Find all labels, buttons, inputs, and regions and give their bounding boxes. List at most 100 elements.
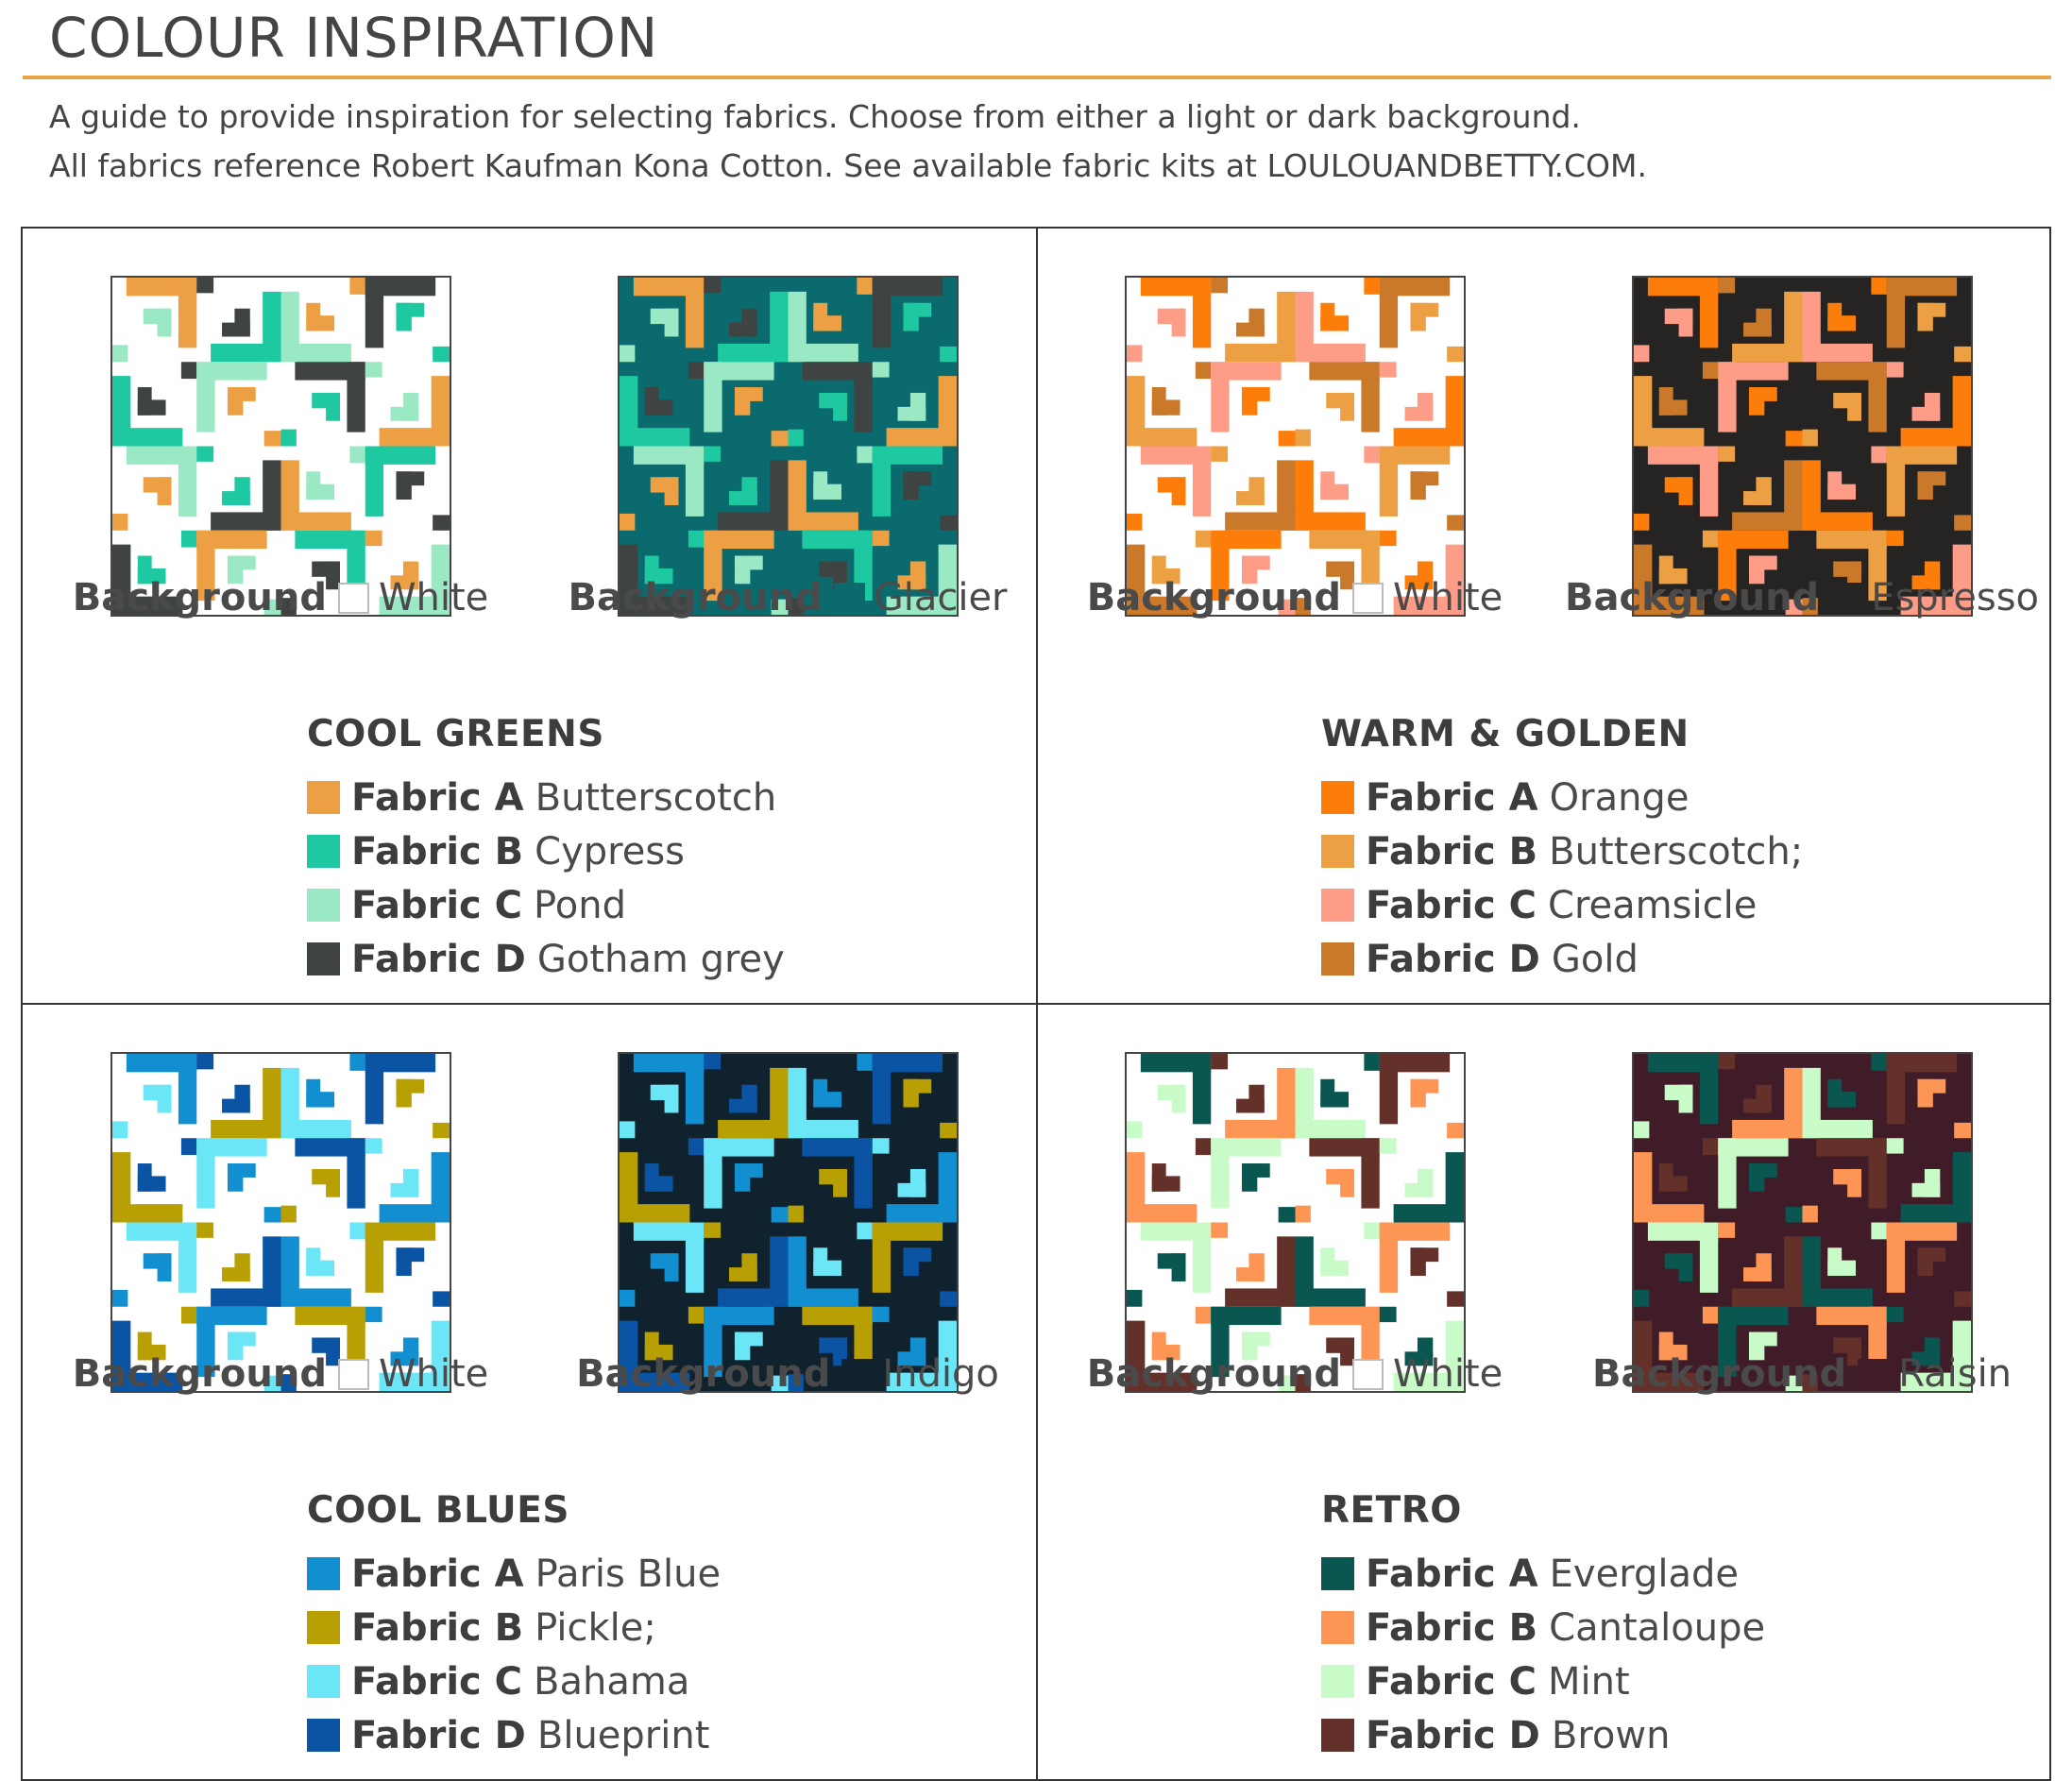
quilt-patch [178, 278, 197, 348]
palette-title: RETRO [1321, 1489, 1462, 1532]
quilt-patch [1225, 1288, 1296, 1307]
quilt-patch [1702, 362, 1719, 380]
quilt-patch [1785, 599, 1803, 615]
quilt-patch [704, 530, 774, 550]
quilt-patch [1236, 322, 1265, 337]
quilt-patch [1379, 1306, 1397, 1323]
fabric-name: Pond [534, 883, 626, 927]
quilt-patch [178, 446, 197, 517]
quilt-patch [1802, 1374, 1818, 1391]
fabric-swatch [307, 1719, 340, 1752]
quilt-patch [365, 1054, 436, 1073]
quilt-patch [365, 278, 436, 297]
fabric-swatch [307, 835, 340, 868]
fabric-name: Brown [1551, 1713, 1671, 1757]
quilt-patch [1634, 376, 1653, 447]
quilt-patch [1410, 1078, 1439, 1094]
quilt-patch [729, 491, 757, 505]
quilt-patch [222, 1267, 250, 1281]
quilt-patch [1911, 575, 1941, 590]
background-name: White [378, 1352, 489, 1396]
quilt-patch [1743, 491, 1772, 505]
quilt-patch [854, 1138, 873, 1209]
quilt-patch [1699, 446, 1719, 517]
quilt-patch [1410, 1247, 1439, 1263]
quilt-patch [1379, 1138, 1397, 1154]
quilt-patch [112, 1152, 131, 1223]
fabric-palette: WARM & GOLDEN Fabric A Orange Fabric B Butte… [1321, 713, 1803, 986]
quilt-patch [1702, 1306, 1719, 1324]
fabric-swatch [307, 1611, 340, 1644]
quilt-patch [664, 308, 679, 337]
quilt-patch [180, 1306, 197, 1324]
quilt-patch [222, 1098, 250, 1113]
quilt-patch [379, 596, 450, 615]
background-swatch [1830, 582, 1862, 614]
quilt-patch [1447, 1291, 1464, 1307]
quilt-patch [813, 1078, 828, 1108]
quilt-patch [1954, 346, 1971, 363]
quilt-patch [1236, 491, 1265, 505]
quilt-patch [1785, 431, 1803, 447]
quilt-patch [771, 431, 789, 447]
quilt-patch [688, 530, 705, 548]
quilt-patch [1718, 446, 1736, 462]
fabric-swatch [1321, 889, 1354, 922]
quilt-patch [365, 362, 382, 378]
palette-quadrant: Background White Background Raisin RETRO Fabr… [1035, 1003, 2048, 1779]
quilt-patch [1868, 530, 1887, 602]
quilt-patch [280, 429, 297, 447]
fabric-swatch [307, 781, 340, 814]
quilt-patch [734, 1163, 763, 1178]
quilt-patch [1278, 599, 1296, 615]
title-rule [23, 76, 2051, 79]
fabric-item: Fabric A Orange [1321, 771, 1803, 824]
quilt-patch [396, 1247, 425, 1263]
quilt-patch [306, 471, 321, 500]
quilt-patch [704, 1222, 722, 1238]
quilt-patch [196, 1138, 267, 1157]
quilt-patch [1911, 1351, 1941, 1366]
quilt-preview [1632, 1052, 1973, 1393]
quilt-patch [137, 1163, 152, 1192]
quilt-patch [1886, 446, 1958, 465]
quilt-patch [1171, 1253, 1186, 1281]
quilt-patch [112, 376, 131, 447]
quilt-patch [157, 477, 172, 505]
quilt-patch [222, 322, 250, 337]
fabric-key: Fabric D [351, 1713, 526, 1757]
quilt-patch [1127, 1152, 1146, 1223]
quilt-patch [1295, 598, 1311, 615]
quilt-patch [1900, 1372, 1971, 1391]
quilt-patch [112, 1320, 131, 1391]
quilt-patch [664, 1084, 679, 1113]
quilt-patch [227, 1332, 256, 1347]
quilt-patch [1340, 392, 1354, 421]
quilt-patch [1192, 1054, 1212, 1125]
quilt-patch [396, 1078, 425, 1094]
background-label: Background White [1087, 1352, 1503, 1396]
quilt-patch [903, 471, 932, 486]
quilt-patch [1393, 428, 1464, 447]
quilt-patch [833, 392, 847, 421]
quilt-patch [280, 460, 299, 531]
quilt-patch [1954, 1122, 1971, 1139]
fabric-name: Pickle; [535, 1605, 656, 1650]
quilt-patch [196, 1054, 214, 1070]
quilt-patch [771, 599, 789, 615]
quilt-patch [379, 1372, 450, 1391]
quilt-patch [1410, 302, 1439, 317]
fabric-key: Fabric C [1366, 883, 1537, 927]
fabric-key: Fabric A [1366, 1552, 1538, 1596]
quilt-patch [685, 446, 705, 517]
background-label: Background White [73, 1352, 489, 1396]
quilt-patch [1678, 308, 1693, 337]
quilt-patch [620, 345, 636, 363]
quilt-patch [1151, 387, 1166, 416]
quilt-patch [813, 471, 828, 500]
quilt-patch [1151, 1332, 1166, 1361]
quilt-patch [788, 1374, 804, 1391]
quilt-patch [1393, 1204, 1464, 1223]
quilt-patch [180, 530, 197, 548]
quilt-patch [1911, 406, 1941, 421]
